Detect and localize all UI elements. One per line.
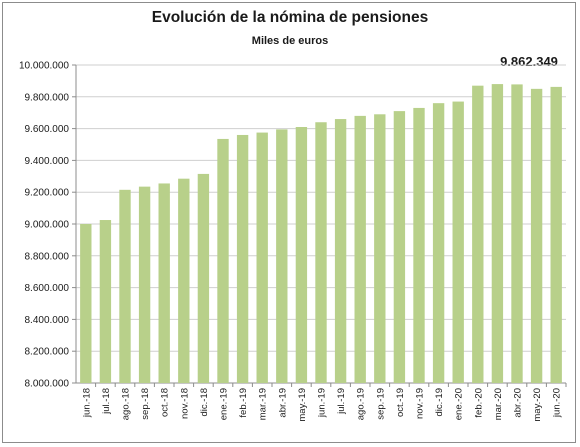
y-tick-label: 9.400.000 xyxy=(25,156,70,167)
bar xyxy=(295,127,308,383)
bar xyxy=(550,86,562,383)
bar xyxy=(452,101,464,383)
y-tick-label: 8.600.000 xyxy=(25,283,70,294)
x-tick-label: abr.-19 xyxy=(277,388,288,418)
bar xyxy=(472,85,484,384)
x-tick-label: nov.-18 xyxy=(179,388,190,419)
bar xyxy=(80,224,92,383)
bar xyxy=(491,84,504,383)
chart-title: Evolución de la nómina de pensiones xyxy=(151,9,429,26)
x-tick-label: jun.-20 xyxy=(552,388,563,418)
y-tick-label: 9.600.000 xyxy=(25,124,70,135)
x-tick-label: jul.-18 xyxy=(101,388,112,415)
x-tick-label: ene.-20 xyxy=(454,388,465,420)
x-tick-label: may.-19 xyxy=(297,388,308,422)
y-tick-label: 8.800.000 xyxy=(25,251,70,262)
y-tick-label: 10.000.000 xyxy=(19,61,69,72)
y-tick-label: 8.200.000 xyxy=(25,347,70,358)
bar xyxy=(99,220,112,383)
bar xyxy=(354,115,366,383)
y-tick-label: 8.400.000 xyxy=(25,315,70,326)
x-tick-label: nov.-19 xyxy=(415,388,426,419)
chart-subtitle: Miles de euros xyxy=(251,35,329,47)
x-tick-label: dic.-19 xyxy=(434,388,445,417)
bar xyxy=(393,111,406,384)
bar xyxy=(276,129,288,383)
bar xyxy=(334,119,347,383)
bar xyxy=(158,183,170,383)
x-tick-label: oct.-18 xyxy=(160,388,171,417)
bar xyxy=(374,114,386,383)
x-tick-label: sep.-19 xyxy=(375,388,386,420)
x-tick-label: abr.-20 xyxy=(513,388,524,418)
x-tick-label: jul.-19 xyxy=(336,388,347,415)
x-tick-label: ago.-18 xyxy=(121,388,132,420)
bar xyxy=(236,134,249,383)
x-tick-label: dic.-18 xyxy=(199,388,210,417)
x-tick-label: ene.-19 xyxy=(219,388,230,420)
bar xyxy=(432,103,445,383)
x-tick-label: jun.-18 xyxy=(81,388,92,418)
x-tick-label: jun.-19 xyxy=(317,388,328,418)
y-tick-label: 9.000.000 xyxy=(25,220,70,231)
y-tick-label: 8.000.000 xyxy=(25,379,70,390)
bar xyxy=(530,88,543,383)
x-tick-label: mar.-20 xyxy=(493,388,504,420)
y-tick-label: 9.200.000 xyxy=(25,188,70,199)
bar xyxy=(119,189,131,383)
bar xyxy=(315,122,327,384)
bar xyxy=(413,107,425,384)
bar xyxy=(511,84,523,383)
x-tick-label: feb.-19 xyxy=(238,388,249,418)
y-tick-label: 9.800.000 xyxy=(25,92,70,103)
x-tick-label: sep.-18 xyxy=(140,388,151,420)
x-tick-label: may.-20 xyxy=(532,388,543,422)
bar xyxy=(217,138,229,383)
x-tick-label: mar.-19 xyxy=(258,388,269,420)
x-tick-label: ago.-19 xyxy=(356,388,367,420)
bar xyxy=(178,178,190,383)
bar xyxy=(197,173,210,383)
x-tick-label: feb.-20 xyxy=(473,388,484,418)
bar xyxy=(256,132,268,383)
bar xyxy=(138,186,151,383)
x-tick-label: oct.-19 xyxy=(395,388,406,417)
